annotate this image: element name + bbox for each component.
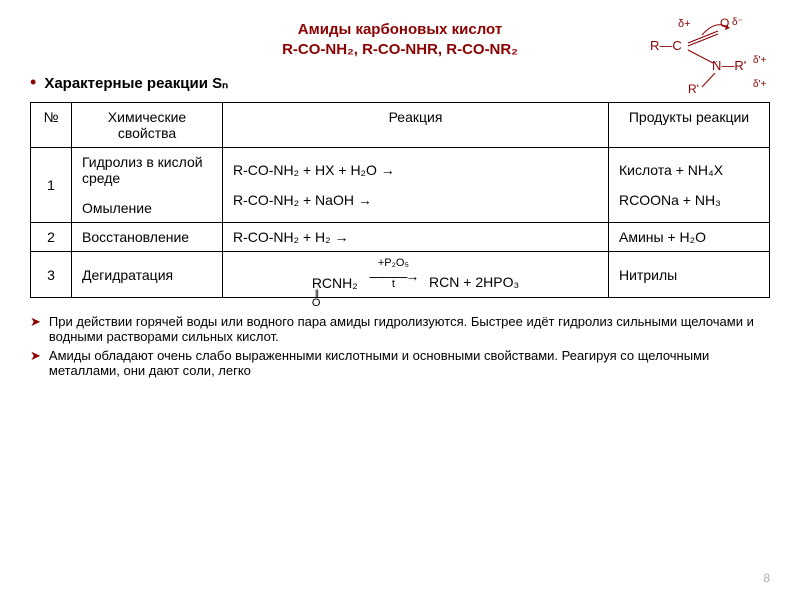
cell-prod: Нитрилы (609, 252, 770, 298)
cell-rxn: R-CO-NH₂ + H₂ → (223, 223, 609, 252)
note-item: ➤ Амиды обладают очень слабо выраженными… (30, 348, 770, 378)
cell-chem: Гидролиз в кислой среде Омыление (72, 148, 223, 223)
reactions-table: № Химические свойства Реакция Продукты р… (30, 102, 770, 298)
svg-text:δ⁻: δ⁻ (732, 17, 743, 28)
table-row: 2 Восстановление R-CO-NH₂ + H₂ → Амины +… (31, 223, 770, 252)
note-text: Амиды обладают очень слабо выраженными к… (49, 348, 770, 378)
col-prod: Продукты реакции (609, 103, 770, 148)
arrow-icon: +P₂O₅ ———→ t (369, 258, 417, 290)
cell-num: 2 (31, 223, 72, 252)
page-number: 8 (763, 571, 770, 585)
title-line1: Амиды карбоновых кислот (298, 21, 502, 38)
table-row: 3 Дегидратация RCNH₂ ‖ O +P₂O₅ ———→ t RC… (31, 252, 770, 298)
note-text: При действии горячей воды или водного па… (49, 314, 770, 344)
col-chem: Химические свойства (72, 103, 223, 148)
cell-prod: Амины + H₂O (609, 223, 770, 252)
svg-text:δ'+: δ'+ (753, 79, 766, 90)
table-row: 1 Гидролиз в кислой среде Омыление R-CO-… (31, 148, 770, 223)
notes-list: ➤ При действии горячей воды или водного … (30, 314, 770, 378)
chevron-icon: ➤ (30, 348, 41, 378)
chevron-icon: ➤ (30, 314, 41, 344)
col-rxn: Реакция (223, 103, 609, 148)
cell-chem: Дегидратация (72, 252, 223, 298)
cell-rxn: R-CO-NH₂ + HX + H₂O → R-CO-NH₂ + NaOH → (223, 148, 609, 223)
svg-text:..: .. (713, 55, 717, 64)
bullet-icon: • (30, 73, 36, 91)
cell-num: 3 (31, 252, 72, 298)
svg-text:R': R' (688, 82, 699, 95)
cell-chem: Восстановление (72, 223, 223, 252)
note-item: ➤ При действии горячей воды или водного … (30, 314, 770, 344)
col-num: № (31, 103, 72, 148)
title-line2: R-CO-NH₂, R-CO-NHR, R-CO-NR₂ (282, 41, 518, 58)
svg-text:R—C: R—C (650, 38, 682, 53)
cell-prod: Кислота + NH₄X RCOONa + NH₃ (609, 148, 770, 223)
cell-rxn: RCNH₂ ‖ O +P₂O₅ ———→ t RCN + 2HPO₃ (223, 252, 609, 298)
svg-text:δ'+: δ'+ (753, 55, 766, 66)
table-header-row: № Химические свойства Реакция Продукты р… (31, 103, 770, 148)
subtitle: Характерные реакции Sₙ (44, 74, 228, 92)
amide-structure-diagram: δ+ O δ⁻ R—C N—R' .. δ'+ R' δ'+ (640, 15, 770, 100)
svg-text:δ+: δ+ (678, 18, 691, 30)
cell-num: 1 (31, 148, 72, 223)
